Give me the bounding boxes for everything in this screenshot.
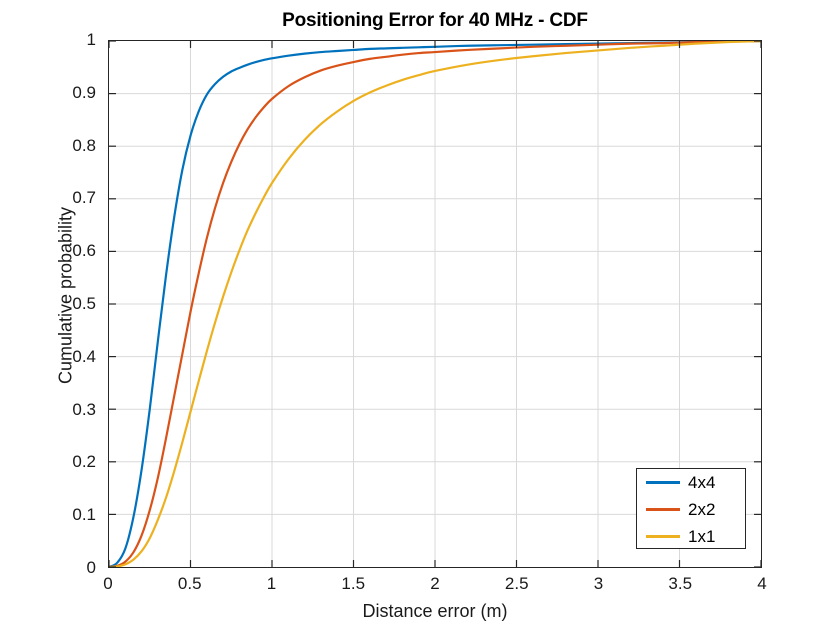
y-tick-label: 0 (86, 558, 96, 577)
y-tick-label: 0.2 (72, 452, 96, 472)
curve-4x4 (109, 41, 761, 567)
y-tick-label: 0.5 (72, 294, 96, 313)
axis-ticks (108, 40, 762, 568)
x-tick-label: 1 (266, 574, 277, 593)
legend-label: 4x4 (688, 473, 716, 492)
legend-swatch-icon (646, 481, 680, 484)
x-tick-label: 4 (757, 574, 767, 593)
legend-label: 1x1 (688, 527, 716, 546)
curve-2x2 (109, 41, 761, 567)
legend-swatch-icon (646, 535, 680, 538)
y-tick-label: 0.6 (72, 241, 96, 261)
x-tick-label: 3 (593, 574, 604, 593)
legend-swatch-icon (646, 508, 680, 511)
x-tick-label: 1.5 (341, 574, 366, 593)
x-tick-label: 0 (103, 574, 113, 593)
curve-1x1 (109, 41, 761, 567)
y-tick-label: 0.3 (72, 399, 96, 419)
cdf-curves (109, 41, 761, 567)
legend-item-1x1[interactable]: 1x1 (637, 523, 747, 550)
x-tick-label: 3.5 (668, 574, 693, 593)
y-tick-label: 0.7 (72, 188, 96, 208)
y-axis-label: Cumulative probability (55, 206, 76, 385)
y-tick-label: 1 (86, 30, 96, 49)
x-tick-label: 0.5 (177, 574, 202, 593)
chart-title: Positioning Error for 40 MHz - CDF (282, 10, 588, 31)
plot-area (108, 40, 762, 568)
x-axis-label: Distance error (m) (362, 601, 508, 621)
y-tick-label: 0.1 (72, 505, 96, 525)
legend-item-4x4[interactable]: 4x4 (637, 469, 747, 496)
legend-label: 2x2 (688, 500, 716, 519)
legend[interactable]: 4x4 2x2 1x1 (636, 468, 746, 549)
y-tick-label: 0.4 (72, 346, 96, 366)
legend-item-2x2[interactable]: 2x2 (637, 496, 747, 523)
y-tick-label: 0.8 (72, 135, 96, 155)
x-tick-label: 2.5 (504, 574, 529, 593)
x-tick-label: 2 (430, 574, 440, 593)
y-tick-label: 0.9 (72, 82, 96, 102)
